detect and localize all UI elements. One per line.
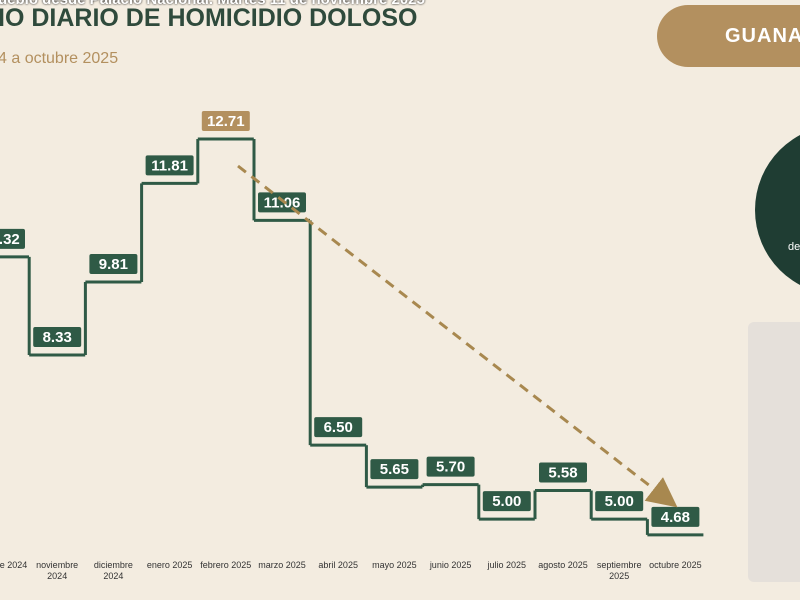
value-label-text: 8.33 (43, 329, 72, 346)
value-label-box (0, 228, 25, 249)
value-label: 4.68 (651, 506, 700, 527)
value-label-text: 11.06 (264, 194, 301, 211)
value-label: 5.70 (426, 456, 475, 477)
value-label-box (595, 491, 644, 512)
circle-text: de (788, 241, 800, 253)
value-label-text: 5.00 (605, 493, 634, 510)
side-panel (748, 322, 800, 582)
x-tick-label: enero 2025 (146, 560, 193, 570)
value-label-text: 6.50 (324, 419, 353, 436)
value-label: 5.65 (370, 459, 419, 480)
value-label-text: 9.81 (99, 256, 128, 273)
value-label-text: 5.70 (436, 459, 465, 476)
x-tick-label: noviembre 2024 (36, 560, 79, 581)
value-label-box (426, 456, 475, 477)
subtitle: 4 a octubre 2025 (0, 50, 119, 67)
x-tick-label: mayo 2025 (372, 560, 417, 570)
x-tick-label: agosto 2025 (538, 560, 588, 570)
value-label-box (258, 192, 306, 213)
trend-arrow (237, 164, 678, 508)
x-tick-label: diciembre 2024 (93, 560, 133, 581)
value-label: 11.81 (145, 155, 194, 176)
value-label-text: 4.68 (661, 509, 690, 526)
value-label-text: 11.81 (151, 157, 188, 174)
value-label: 6.50 (314, 417, 363, 438)
caption: ueblo desde Palacio Nacional. Martes 11 … (0, 0, 425, 8)
state-badge: GUANA (657, 5, 800, 67)
value-label-text: 10.32 (0, 231, 20, 248)
value-label-box (314, 417, 363, 438)
x-tick-label: marzo 2025 (258, 560, 306, 570)
value-label-box (145, 155, 194, 176)
value-label-box (651, 506, 700, 527)
x-tick-label: octubre 2025 (649, 560, 702, 570)
badge-text: GUANA (725, 25, 800, 47)
x-tick-label: abril 2025 (318, 560, 358, 570)
x-tick-label: febrero 2025 (200, 560, 252, 570)
value-label: 12.71 (201, 111, 250, 132)
value-label: 9.81 (89, 254, 138, 274)
value-label: 5.00 (482, 491, 531, 512)
value-label-text: 5.65 (380, 461, 409, 478)
value-label-text: 5.00 (492, 493, 521, 510)
value-label-text: 5.58 (548, 465, 577, 482)
x-tick-label: octubre 2024 (0, 560, 28, 570)
value-label: 5.00 (595, 491, 644, 512)
value-label: 8.33 (33, 326, 82, 347)
value-label: 5.58 (539, 462, 587, 483)
value-label-box (33, 326, 82, 347)
value-label-box (201, 111, 250, 132)
value-label-text: 12.71 (207, 113, 245, 130)
value-label-box (370, 459, 419, 480)
value-label: 11.06 (258, 192, 306, 213)
x-tick-label: julio 2025 (487, 560, 527, 570)
value-label: 10.32 (0, 228, 25, 249)
value-label-box (539, 462, 587, 483)
x-tick-label: septiembre 2025 (596, 560, 642, 581)
chart-title: IO DIARIO DE HOMICIDIO DOLOSO (0, 4, 418, 32)
value-label-box (89, 254, 138, 274)
value-label-box (482, 491, 531, 512)
x-tick-label: junio 2025 (429, 560, 472, 570)
